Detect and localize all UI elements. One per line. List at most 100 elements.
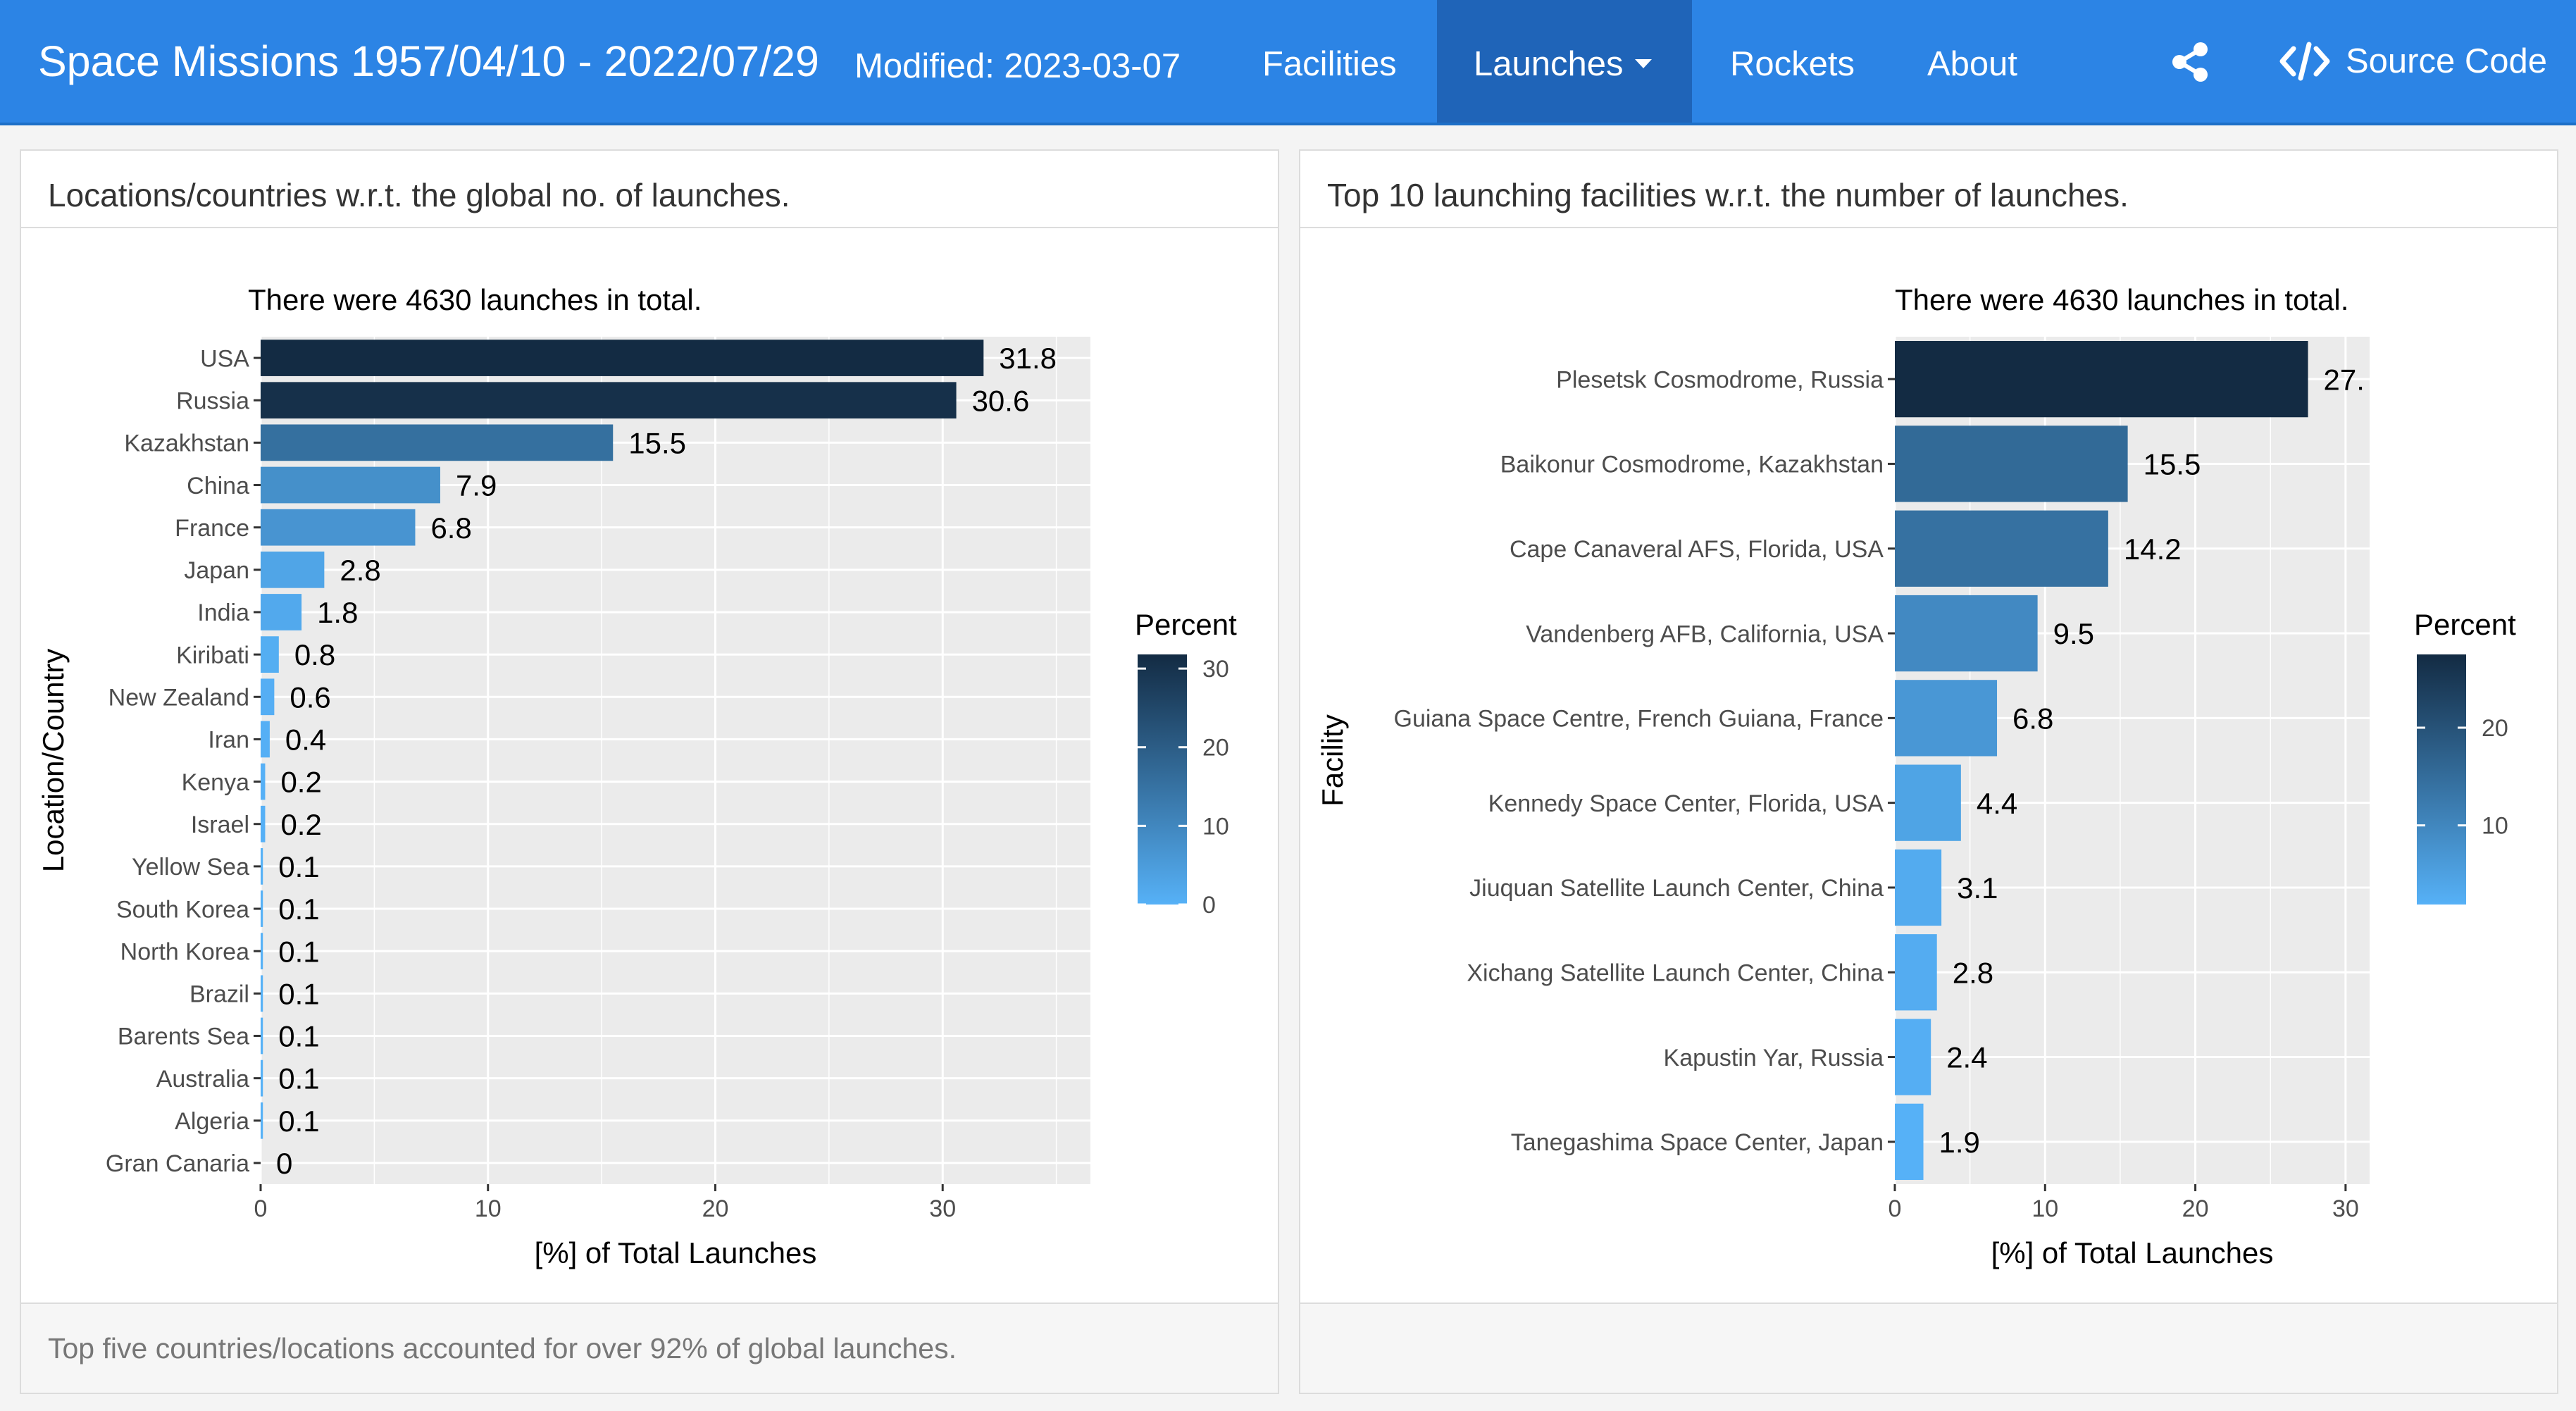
y-tick-label: Kazakhstan [124, 430, 249, 457]
x-tick-label: 10 [2031, 1195, 2058, 1222]
y-axis-label: Location/Country [37, 649, 70, 873]
value-label: 6.8 [430, 511, 471, 545]
y-tick-label: Kiribati [176, 642, 249, 669]
nav-item-rockets[interactable]: Rockets [1707, 0, 1862, 123]
y-tick-label: New Zealand [108, 685, 249, 711]
y-tick-label: Algeria [175, 1108, 249, 1135]
y-tick-label: Iran [208, 727, 249, 754]
value-label: 0 [276, 1147, 292, 1180]
share-icon [2172, 42, 2208, 82]
bar [1895, 595, 2038, 672]
code-icon [2279, 42, 2330, 81]
legend-colorbar [1138, 654, 1187, 905]
bar [1895, 1019, 1931, 1095]
y-tick-label: North Korea [120, 938, 249, 965]
legend-tick-label: 20 [2482, 715, 2508, 742]
y-tick-label: Baikonur Cosmodrome, Kazakhstan [1500, 452, 1884, 478]
value-label: 0.1 [278, 850, 319, 883]
nav-item-label: Launches [1474, 45, 1624, 83]
plot-clip [2370, 330, 2398, 1191]
source-code-button[interactable]: Source Code [2279, 37, 2547, 86]
x-axis-label: [%] of Total Launches [535, 1236, 817, 1269]
nav-item-facilities[interactable]: Facilities [1240, 0, 1424, 123]
value-label: 15.5 [2143, 448, 2201, 481]
value-label: 0.1 [278, 1105, 319, 1138]
bar [261, 1059, 263, 1097]
left-panel-footer: Top five countries/locations accounted f… [21, 1303, 1278, 1393]
chevron-down-icon [1634, 58, 1652, 68]
value-label: 9.5 [2053, 617, 2094, 650]
y-tick-label: Cape Canaveral AFS, Florida, USA [1510, 536, 1884, 563]
y-tick-label: China [187, 473, 249, 499]
value-label: 4.4 [1977, 787, 2017, 820]
value-label: 0.1 [278, 977, 319, 1010]
bar [1895, 510, 2108, 587]
nav-item-launches[interactable]: Launches [1437, 0, 1692, 123]
right-panel-header: Top 10 launching facilities w.r.t. the n… [1300, 151, 2557, 228]
legend-tick-label: 10 [2482, 813, 2508, 840]
chart-title: There were 4630 launches in total. [1895, 283, 2348, 316]
x-tick-label: 20 [702, 1195, 729, 1222]
bar [261, 509, 416, 546]
chart-title: There were 4630 launches in total. [248, 283, 702, 316]
value-label: 0.4 [285, 723, 326, 757]
value-label: 0.2 [280, 808, 321, 841]
bar [261, 1102, 263, 1139]
locations-bar-chart: 31.8 30.6 15.5 7.9 6.8 2.8 1.8 0.8 0.6 0.4 0.2 0.2 0… [37, 283, 1237, 1269]
x-tick-label: 10 [475, 1195, 502, 1222]
facilities-bar-chart: 27. 15.5 14.2 9.5 6.8 4.4 3.1 2.8 2.4 1.9 Plesetsk… [1316, 283, 2516, 1269]
value-labels: 27. 15.5 14.2 9.5 6.8 4.4 3.1 2.8 2.4 1.9 [1939, 363, 2365, 1159]
y-tick-label: India [197, 599, 249, 626]
y-tick-label: Yellow Sea [132, 854, 249, 881]
bar [1895, 1103, 1924, 1180]
app-title[interactable]: Space Missions 1957/04/10 - 2022/07/29 [38, 37, 819, 85]
bar [261, 975, 263, 1012]
bar [261, 763, 266, 800]
y-tick-label: France [175, 515, 249, 542]
bar [1895, 341, 2308, 418]
nav-item-label: About [1927, 45, 2018, 83]
value-label: 0.1 [278, 1020, 319, 1053]
value-label: 7.9 [456, 469, 497, 502]
bar [261, 933, 263, 970]
bar [261, 466, 440, 504]
value-label: 15.5 [628, 426, 686, 459]
value-label: 1.8 [317, 596, 358, 629]
left-panel: Locations/countries w.r.t. the global no… [20, 149, 1279, 1394]
bar [261, 594, 302, 630]
legend-title: Percent [2414, 608, 2516, 641]
y-tick-label: Kennedy Space Center, Florida, USA [1488, 790, 1884, 817]
bar [261, 1017, 263, 1055]
bar [261, 721, 270, 758]
right-panel-footer [1300, 1303, 2557, 1393]
bar [1895, 849, 1942, 926]
bar [261, 678, 275, 716]
value-label: 0.1 [278, 893, 319, 926]
bar [261, 890, 263, 927]
y-tick-label: Barents Sea [118, 1024, 249, 1050]
value-label: 31.8 [999, 342, 1057, 375]
bar [1895, 425, 2128, 502]
legend-title: Percent [1135, 608, 1237, 641]
nav-item-label: Facilities [1262, 45, 1397, 83]
legend-colorbar [2417, 654, 2466, 905]
bar [1895, 764, 1961, 841]
y-tick-label: Jiuquan Satellite Launch Center, China [1469, 875, 1884, 902]
value-label: 0.1 [278, 935, 319, 968]
value-label: 0.2 [280, 766, 321, 799]
bar [261, 636, 279, 673]
share-button[interactable] [2170, 41, 2212, 83]
value-label: 14.2 [2124, 533, 2182, 566]
bar [261, 424, 614, 461]
bar [261, 340, 984, 376]
value-label: 2.8 [1953, 956, 1993, 989]
bar [261, 551, 325, 588]
y-tick-label: Kapustin Yar, Russia [1664, 1045, 1884, 1071]
nav-item-about[interactable]: About [1905, 0, 2031, 123]
navbar: Space Missions 1957/04/10 - 2022/07/29 M… [0, 0, 2576, 125]
x-tick-label: 0 [1889, 1195, 1902, 1222]
value-label: 1.9 [1939, 1126, 1980, 1159]
x-axis-label: [%] of Total Launches [1991, 1236, 2274, 1269]
x-tick-label: 20 [2182, 1195, 2209, 1222]
y-tick-label: Vandenberg AFB, California, USA [1526, 621, 1884, 647]
